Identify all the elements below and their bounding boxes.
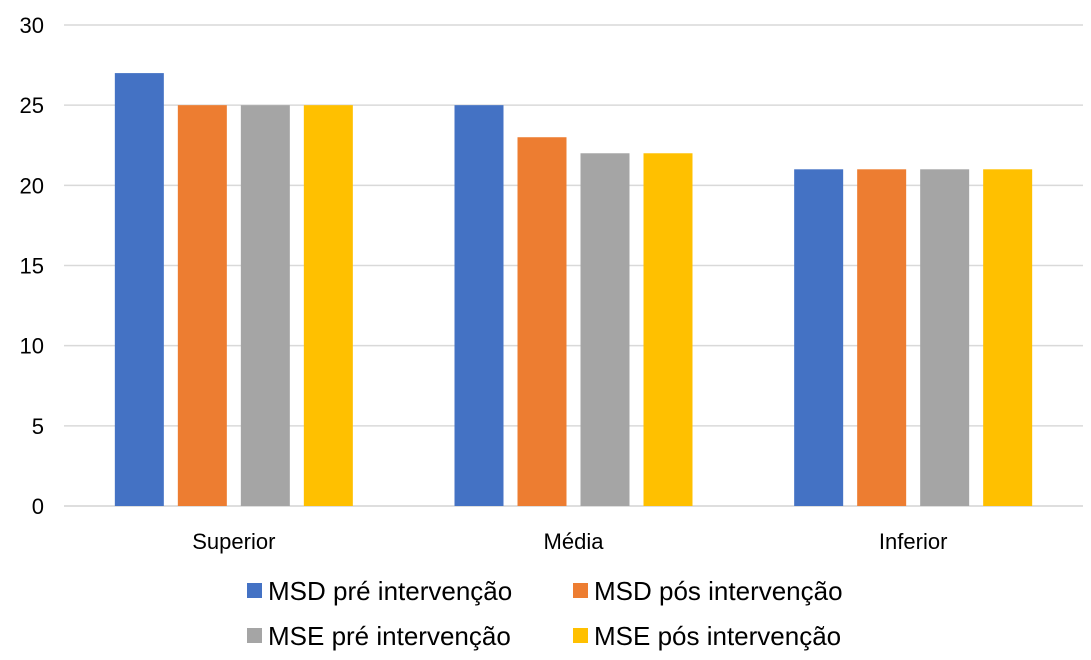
bars [114,73,1033,507]
gridlines [64,24,1083,507]
bar [857,169,907,507]
x-category-label: Média [544,529,605,554]
legend-swatch [573,583,588,598]
y-tick-label: 25 [20,93,44,118]
bar [517,137,567,506]
bar [177,105,227,507]
y-tick-label: 20 [20,173,44,198]
bar [114,73,164,506]
bar [303,105,353,507]
y-tick-label: 0 [32,494,44,519]
y-axis-tick-labels: 0 5 10 15 20 25 30 [20,13,44,519]
legend-label: MSE pré intervenção [268,621,511,651]
legend: MSD pré intervenção MSD pós intervenção MS… [247,576,843,651]
bar [983,169,1033,507]
y-tick-label: 30 [20,13,44,38]
x-axis-category-labels: Superior Média Inferior [192,529,947,554]
legend-label: MSE pós intervenção [594,621,841,651]
bar [794,169,844,507]
legend-swatch [247,583,262,598]
y-tick-label: 5 [32,414,44,439]
bar [454,105,504,507]
bar [920,169,970,507]
x-category-label: Superior [192,529,275,554]
y-tick-label: 10 [20,334,44,359]
legend-label: MSD pós intervenção [594,576,843,606]
bar [580,153,630,506]
legend-swatch [573,628,588,643]
y-tick-label: 15 [20,254,44,279]
legend-swatch [247,628,262,643]
legend-label: MSD pré intervenção [268,576,512,606]
x-category-label: Inferior [879,529,947,554]
bar [240,105,290,507]
bar [643,153,693,506]
